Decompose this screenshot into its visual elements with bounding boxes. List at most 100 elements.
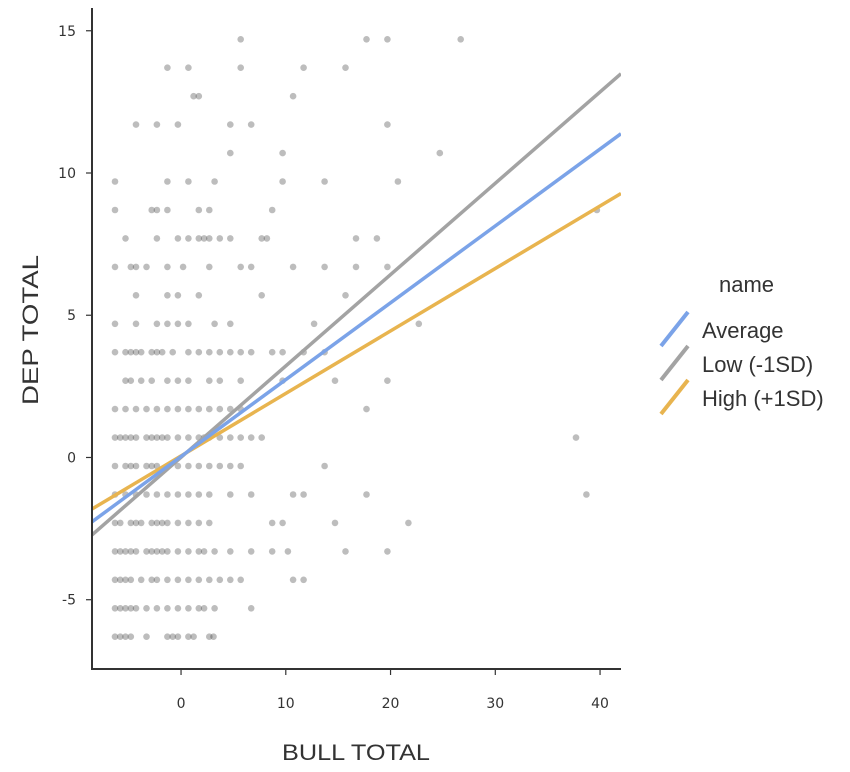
scatter-point [300, 64, 307, 71]
line-average [92, 132, 621, 524]
scatter-point [331, 377, 339, 385]
scatter-point [143, 405, 150, 413]
scatter-point [352, 235, 360, 242]
scatter-point [195, 405, 203, 413]
scatter-point [227, 548, 234, 555]
scatter-point [185, 235, 192, 242]
scatter-point [143, 462, 150, 470]
scatter-point [247, 263, 255, 271]
scatter-point [211, 605, 218, 612]
scatter-point [300, 491, 307, 498]
scatter-point [206, 633, 213, 640]
scatter-point [148, 462, 155, 470]
scatter-point [143, 263, 150, 271]
scatter-point [153, 605, 161, 612]
scatter-point [153, 348, 161, 356]
scatter-point [227, 576, 234, 584]
scatter-point [279, 149, 286, 157]
legend-title: name [719, 272, 774, 297]
scatter-point [164, 178, 171, 185]
scatter-point [153, 491, 161, 498]
scatter-point [195, 206, 203, 214]
scatter-point [237, 377, 244, 385]
scatter-point [164, 491, 171, 498]
scatter-point [268, 519, 276, 527]
scatter-point [195, 292, 203, 299]
scatter-point [289, 576, 297, 584]
scatter-point [352, 263, 360, 271]
scatter-point [384, 121, 391, 128]
scatter-point [216, 377, 224, 385]
scatter-point [211, 178, 218, 185]
scatter-point [190, 633, 197, 640]
x-tick-label: 10 [277, 696, 295, 712]
scatter-point [137, 576, 145, 584]
scatter-point [117, 519, 124, 527]
scatter-point [158, 434, 166, 441]
scatter-point [216, 405, 224, 413]
scatter-point [237, 462, 244, 470]
scatter-point [148, 206, 155, 214]
scatter-point [122, 235, 129, 242]
scatter-point [153, 548, 161, 555]
x-axis-title: BULL TOTAL [282, 740, 430, 765]
scatter-point [247, 434, 255, 441]
scatter-point [405, 519, 412, 527]
scatter-point [195, 235, 203, 242]
scatter-point [185, 462, 192, 470]
legend-item-low: Low (-1SD) [659, 344, 813, 382]
scatter-point [289, 92, 297, 100]
scatter-point [216, 434, 224, 441]
scatter-point [384, 263, 391, 271]
scatter-point [127, 548, 135, 555]
scatter-point [572, 434, 580, 441]
scatter-point [185, 64, 192, 71]
scatter-point [185, 434, 192, 441]
scatter-point [117, 576, 124, 584]
scatter-point [164, 64, 171, 71]
scatter-point [164, 519, 171, 527]
x-tick-label: 40 [591, 696, 609, 712]
scatter-point [132, 405, 140, 413]
scatter-point [195, 548, 203, 555]
scatter-point [122, 348, 129, 356]
y-tick-label: -5 [62, 593, 76, 609]
scatter-point [111, 576, 119, 584]
legend-swatch-low [659, 344, 690, 382]
scatter-point [132, 462, 140, 470]
y-axis-ticks: -5 0 5 10 15 [58, 24, 92, 609]
scatter-point [227, 434, 234, 441]
scatter-point [247, 605, 255, 612]
scatter-point [132, 519, 140, 527]
scatter-point [195, 462, 203, 470]
scatter-point [164, 206, 171, 214]
scatter-point [200, 548, 208, 555]
scatter-point [227, 121, 234, 128]
scatter-point [143, 491, 150, 498]
scatter-point [164, 320, 171, 328]
scatter-point [185, 548, 192, 555]
scatter-point [158, 519, 166, 527]
scatter-point [206, 519, 213, 527]
scatter-point [415, 320, 423, 328]
scatter-point [195, 491, 203, 498]
scatter-point [117, 605, 124, 612]
scatter-point [263, 235, 271, 242]
scatter-point [206, 576, 213, 584]
scatter-point [132, 548, 140, 555]
scatter-point [237, 64, 244, 71]
scatter-point [111, 519, 119, 527]
scatter-point [111, 405, 119, 413]
scatter-point [216, 576, 224, 584]
y-tick-label: 0 [67, 450, 76, 466]
scatter-point [583, 491, 590, 498]
scatter-point [164, 263, 171, 271]
y-tick-label: 15 [58, 24, 76, 40]
scatter-point [174, 235, 182, 242]
scatter-point [227, 462, 234, 470]
scatter-point [342, 64, 349, 71]
scatter-point [143, 633, 150, 640]
x-axis-ticks: 0 10 20 30 40 [177, 669, 609, 712]
scatter-point [111, 263, 119, 271]
scatter-point [195, 92, 203, 100]
